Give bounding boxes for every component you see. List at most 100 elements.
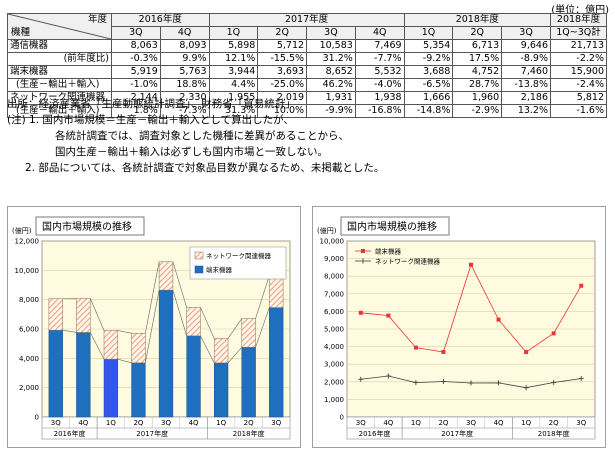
table-cell: -1.6%: [550, 104, 607, 118]
legend-swatch-terminal: [194, 265, 204, 274]
bar-network: [269, 275, 284, 308]
bar-connector: [200, 307, 215, 339]
bar-terminal: [158, 289, 174, 418]
table-cell: 4.4%: [208, 78, 259, 92]
bar-connector: [227, 318, 243, 339]
table-cell: 17.5%: [452, 52, 503, 66]
bar-connector: [200, 335, 215, 364]
year-header-2018: 2018年度: [403, 13, 552, 27]
corner-type-label: 機種: [11, 27, 31, 38]
x-tick-label: 2Q: [133, 419, 143, 427]
quarter-header: 4Q: [354, 26, 405, 40]
table-cell: 5,712: [257, 39, 308, 53]
legend-marker-terminal: [361, 249, 365, 253]
point-terminal: [496, 317, 501, 322]
table-cell: -1.0%: [111, 78, 161, 92]
x-tick-label: 2Q: [438, 419, 448, 427]
table-cell: -4.0%: [354, 78, 405, 92]
chart-title: 国内市場規模の推移: [42, 220, 132, 233]
bar-network: [76, 298, 91, 333]
x-tick-label: 3Q: [271, 419, 281, 427]
legend-box: [189, 246, 287, 280]
row-label: 通信機器: [7, 39, 112, 53]
bar-connector: [145, 261, 160, 334]
year-group-label: 2016年度: [359, 429, 391, 438]
table-cell: -8.9%: [501, 52, 551, 66]
stacked-bar-chart: 国内市場規模の推移 (億円) 0 2,000 4,000 6,000 8,000 10,000…: [12, 216, 291, 440]
y-tick-label: 4,000: [324, 343, 344, 351]
point-terminal: [386, 313, 391, 318]
chart-title-box: [35, 216, 145, 236]
chart-title: 国内市場規模の推移: [347, 220, 437, 233]
chart-title-box: [340, 216, 450, 236]
bar-connector: [117, 358, 132, 364]
quarter-header: 1Q~3Q計: [550, 26, 607, 40]
x-tick-label: 1Q: [106, 419, 116, 427]
bar-terminal: [76, 332, 91, 418]
quarter-header: 1Q: [208, 26, 259, 40]
y-tick-label: 2,000: [19, 384, 39, 392]
point-terminal: [441, 350, 446, 355]
x-tick-label: 4Q: [383, 419, 393, 427]
point-terminal: [524, 350, 529, 355]
x-tick-label: 3Q: [51, 419, 61, 427]
bar-terminal: [48, 329, 63, 418]
y-tick-label: 9,000: [324, 255, 344, 263]
table-cell: 15,900: [550, 65, 607, 79]
legend-label-terminal: 端末機器: [206, 265, 233, 274]
y-tick-label: 0: [35, 414, 39, 422]
table-cell: 7,460: [501, 65, 551, 79]
point-terminal: [579, 283, 584, 288]
note-1-line2: 各統計調査では、調査対象とした機種に差異があることから、: [55, 130, 349, 142]
x-tick-label: 2Q: [549, 419, 559, 427]
bar-network: [241, 318, 256, 348]
source-note: 出所：経済産業省「生産動態統計調査」、財務省「貿易統計」: [7, 98, 296, 110]
table-cell: 4,752: [452, 65, 503, 79]
quarter-header: 4Q: [159, 26, 210, 40]
table-cell: -14.8%: [403, 104, 454, 118]
table-cell: 5,812: [550, 91, 607, 105]
x-tick-label: 3Q: [466, 419, 476, 427]
table-cell: 1.8%: [111, 104, 161, 118]
table-cell: 21,713: [550, 39, 607, 53]
x-tick-label: 4Q: [78, 419, 88, 427]
x-tick-label: 1Q: [216, 419, 226, 427]
bar-connector: [255, 307, 270, 348]
year-group-label: 2017年度: [441, 429, 473, 438]
quarter-header: 2Q: [452, 26, 503, 40]
x-tick-label: 4Q: [189, 419, 199, 427]
table-cell: 8,063: [111, 39, 161, 53]
table-cell: 9,646: [501, 39, 551, 53]
row-label: (生産－輸出＋輸入): [7, 78, 112, 92]
table-row: 端末機器 5,919 5,763 3,944 3,693 8,652 5,532 3,688 4…: [7, 65, 607, 79]
table-row: ネットワーク関連機器 2,144 2,330 1,955 2,019 1,931 1,938…: [7, 91, 607, 105]
table-cell: 7,469: [354, 39, 405, 53]
bar-connector: [89, 332, 105, 360]
bar-network: [131, 332, 146, 364]
x-tick-label: 4Q: [494, 419, 504, 427]
table-cell: 18.8%: [159, 78, 210, 92]
y-tick-label: 6,000: [19, 326, 39, 334]
y-tick-label: 6,000: [324, 308, 344, 316]
table-cell: -2.9%: [452, 104, 503, 118]
quarter-header: 1Q: [403, 26, 454, 40]
unit-label: (単位：億円): [551, 5, 609, 16]
line-chart-panel: 国内市場規模の推移 (億円) 0 1,000 2,000 3,000 4,000 5,000 6…: [312, 206, 606, 448]
bar-connector: [145, 290, 160, 363]
table-cell: 28.7%: [452, 78, 503, 92]
legend-label-terminal: 端末機器: [375, 247, 402, 256]
bar-connector: [117, 330, 132, 334]
table-cell: 9.9%: [159, 52, 210, 66]
corner-year-label: 年度: [87, 14, 107, 26]
point-terminal: [551, 331, 556, 336]
table-cell: 10,583: [306, 39, 356, 53]
table-cell: -7.7%: [354, 52, 405, 66]
table-cell: 3,693: [257, 65, 308, 79]
y-tick-label: 1,000: [324, 396, 344, 404]
table-row: 通信機器 8,063 8,093 5,898 5,712 10,583 7,469 5,354…: [7, 39, 607, 53]
table-cell: 46.2%: [306, 78, 356, 92]
bar-connector: [62, 329, 77, 333]
table-row: (生産－輸出＋輸入) -1.0% 18.8% 4.4% -25.0% 46.2% -4.0%…: [7, 78, 607, 92]
bar-network: [186, 307, 201, 337]
table-cell: -15.5%: [257, 52, 308, 66]
